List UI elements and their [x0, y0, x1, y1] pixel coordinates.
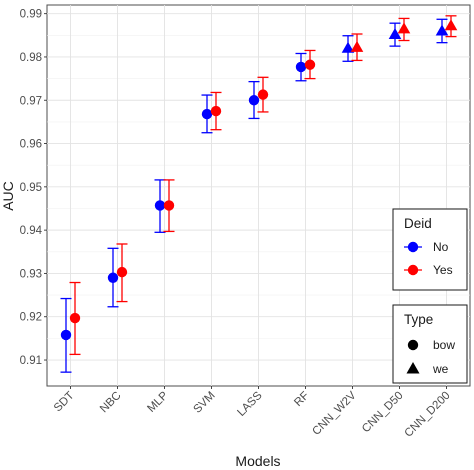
legend-type-we-label: we [432, 362, 449, 376]
point-no-lass [248, 95, 260, 106]
point-no-cnn_d50 [388, 27, 402, 39]
y-tick-label: 0.99 [20, 9, 42, 21]
y-tick-label: 0.95 [20, 182, 42, 194]
x-tick-label: MLP [145, 389, 170, 414]
point-yes-cnn_d200 [444, 19, 458, 31]
legend-deid-box [392, 208, 468, 291]
point-yes-rf [304, 59, 316, 70]
x-tick-label: CNN_D50 [360, 390, 406, 436]
legend-type-we-swatch [406, 362, 420, 374]
point-yes-svm [210, 105, 222, 117]
legend-deid: Deid No Yes [392, 208, 468, 291]
x-tick-label: CNN_W2V [310, 389, 358, 437]
x-tick-label: SDT [52, 390, 77, 415]
point-yes-cnn_w2v [350, 40, 364, 52]
data-marks [60, 15, 458, 373]
point-no-mlp [154, 200, 166, 211]
x-axis-title: Models [235, 453, 280, 469]
point-yes-nbc [116, 266, 128, 278]
y-axis: 0.91 0.92 0.93 0.94 0.95 0.96 0.97 0.98 0.99 [20, 9, 47, 367]
point-no-cnn_d200 [435, 24, 449, 36]
legend-type: Type bow we [392, 304, 468, 384]
x-tick-label: RF [292, 390, 311, 409]
point-no-cnn_w2v [341, 41, 355, 53]
x-tick-label: SVM [192, 390, 218, 416]
y-tick-label: 0.97 [20, 95, 42, 107]
legend-type-box [392, 304, 468, 384]
y-tick-label: 0.94 [20, 225, 43, 237]
y-tick-label: 0.91 [20, 355, 42, 367]
legend-deid-yes-label: Yes [433, 263, 453, 277]
x-tick-label: CNN_D200 [403, 390, 453, 440]
point-yes-sdt [69, 312, 81, 324]
y-axis-title: AUC [0, 181, 16, 211]
point-yes-mlp [163, 200, 175, 211]
point-yes-cnn_d50 [397, 22, 411, 34]
point-no-svm [201, 108, 213, 120]
point-no-nbc [107, 272, 119, 283]
legend-type-bow-label: bow [433, 338, 455, 352]
y-tick-label: 0.93 [20, 268, 42, 280]
y-tick-label: 0.96 [20, 139, 42, 151]
legend-deid-no-label: No [433, 240, 449, 254]
y-tick-label: 0.92 [20, 312, 42, 324]
legend-type-bow-swatch [407, 339, 419, 351]
point-no-sdt [60, 329, 72, 341]
legend-deid-title: Deid [404, 216, 432, 231]
point-no-rf [295, 61, 307, 73]
x-tick-label: LASS [235, 389, 265, 419]
y-tick-label: 0.98 [20, 52, 42, 64]
x-tick-label: NBC [98, 390, 124, 416]
point-yes-lass [257, 89, 269, 100]
legend-type-title: Type [404, 312, 433, 327]
